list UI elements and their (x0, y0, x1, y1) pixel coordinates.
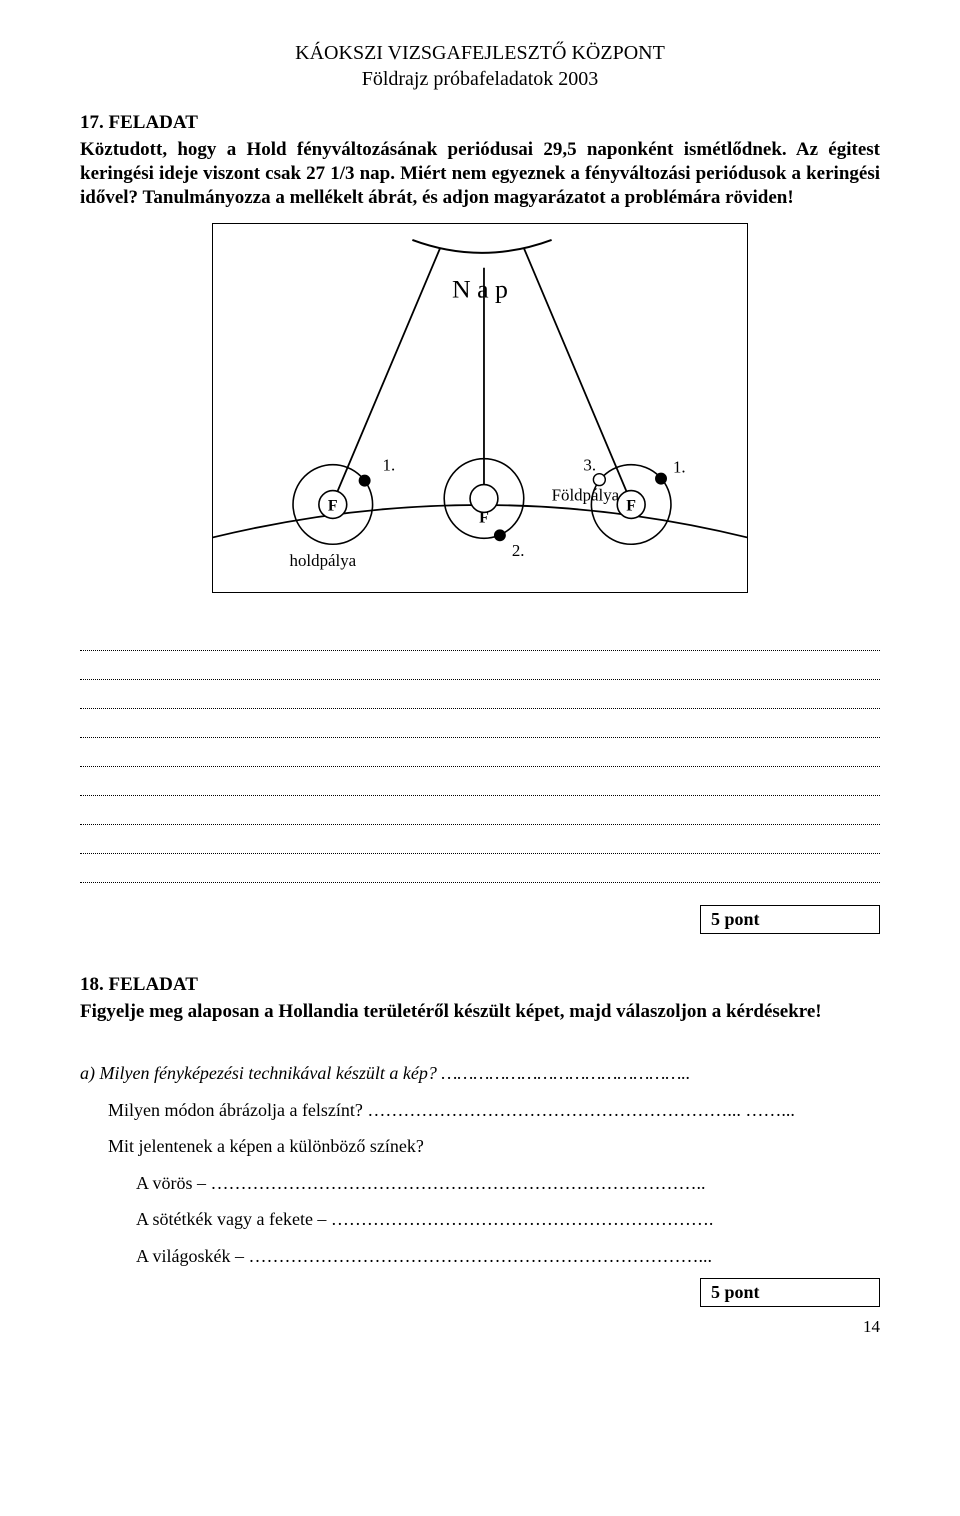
task-18: 18. FELADAT Figyelje meg alaposan a Holl… (80, 974, 880, 1306)
moon-orbit-diagram: N a p F 1. holdpálya F 2. Földpálya (212, 223, 748, 593)
q18-voros-text: A vörös – ……………………………………………………………………….. (136, 1173, 706, 1193)
holdpalya-label: holdpálya (290, 551, 357, 570)
page-header: KÁOKSZI VIZSGAFEJLESZTŐ KÖZPONT Földrajz… (80, 40, 880, 92)
q18-vilagoskek: A világoskék – …………………………………………………………………… (80, 1241, 880, 1272)
task-17: 17. FELADAT Köztudott, hogy a Hold fényv… (80, 112, 880, 934)
label-1b: 1. (673, 458, 686, 477)
answer-line (80, 768, 880, 796)
moon-1 (359, 475, 371, 487)
earth-2-label: F (479, 510, 489, 527)
answer-line (80, 855, 880, 883)
q18-felszin-text: Milyen módon ábrázolja a felszínt? ……………… (108, 1100, 795, 1120)
task-17-title: 17. FELADAT (80, 112, 880, 134)
answer-line (80, 681, 880, 709)
label-1a: 1. (383, 456, 396, 475)
q18-szinek: Mit jelentenek a képen a különböző színe… (80, 1131, 880, 1162)
page-number: 14 (80, 1317, 880, 1337)
earth-1-label: F (328, 498, 338, 515)
q18-felszin: Milyen módon ábrázolja a felszínt? ……………… (80, 1095, 880, 1126)
moon-2 (494, 530, 506, 542)
answer-line (80, 652, 880, 680)
earth-2 (470, 485, 498, 513)
q18-a-text: a) Milyen fényképezési technikával készü… (80, 1063, 690, 1083)
label-3: 3. (583, 456, 596, 475)
task-18-body: Figyelje meg alaposan a Hollandia terüle… (80, 1000, 880, 1024)
q18-voros: A vörös – ……………………………………………………………………….. (80, 1168, 880, 1199)
header-line-1: KÁOKSZI VIZSGAFEJLESZTŐ KÖZPONT (80, 40, 880, 66)
q18-vilagoskek-text: A világoskék – …………………………………………………………………… (136, 1246, 712, 1266)
earth-3-label: F (626, 498, 636, 515)
points-box-18: 5 pont (700, 1278, 880, 1307)
q18-sotetkek: A sötétkék vagy a fekete – …………………………………… (80, 1204, 880, 1235)
q18-sotetkek-text: A sötétkék vagy a fekete – …………………………………… (136, 1209, 713, 1229)
answer-lines-17 (80, 623, 880, 883)
q18-szinek-text: Mit jelentenek a képen a különböző színe… (108, 1136, 424, 1156)
sun-arc (412, 240, 551, 253)
task-17-body: Köztudott, hogy a Hold fényváltozásának … (80, 138, 880, 209)
answer-line (80, 826, 880, 854)
foldpalya-label: Földpálya (552, 486, 620, 505)
moon-1b (655, 473, 667, 485)
points-row-17: 5 pont (80, 905, 880, 934)
system-1: F 1. holdpálya (290, 456, 396, 570)
points-row-18: 5 pont (80, 1278, 880, 1307)
sun-label: N a p (452, 275, 508, 304)
points-box-17: 5 pont (700, 905, 880, 934)
header-line-2: Földrajz próbafeladatok 2003 (80, 66, 880, 92)
q18-a: a) Milyen fényképezési technikával készü… (80, 1058, 880, 1089)
answer-line (80, 710, 880, 738)
moon-3 (593, 474, 605, 486)
ray-3 (524, 248, 631, 503)
answer-line (80, 739, 880, 767)
task-18-title: 18. FELADAT (80, 974, 880, 996)
label-2: 2. (512, 541, 525, 560)
answer-line (80, 797, 880, 825)
answer-line (80, 623, 880, 651)
